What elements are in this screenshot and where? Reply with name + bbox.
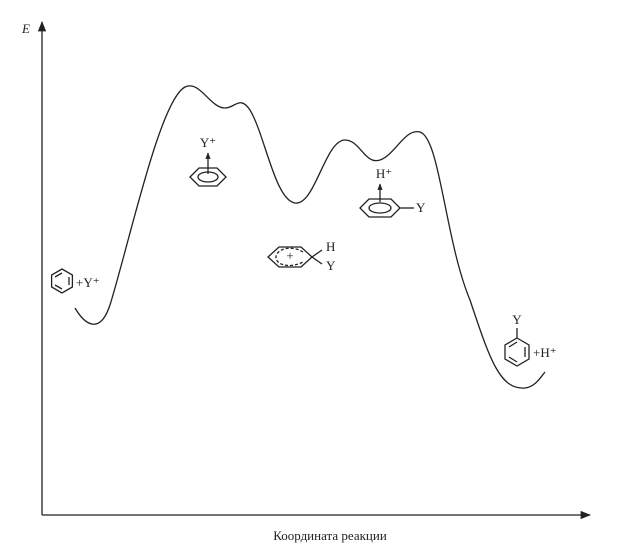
y-axis-label: E xyxy=(21,21,30,36)
pi-complex-2-h-label: H⁺ xyxy=(376,166,392,181)
benzene-reactant xyxy=(50,268,74,294)
svg-text:+: + xyxy=(286,248,293,263)
x-axis-label: Координата реакции xyxy=(273,528,387,543)
reactant-label: +Y⁺ xyxy=(76,275,100,290)
benzene-product xyxy=(504,328,530,367)
sigma-h-label: H xyxy=(326,239,335,254)
pi-complex-2 xyxy=(359,183,414,218)
product-label: +H⁺ xyxy=(533,345,557,360)
sigma-complex: + xyxy=(267,246,323,268)
pi-complex-2-y-label: Y xyxy=(416,200,426,215)
sigma-y-label: Y xyxy=(326,258,336,273)
pi-complex-1 xyxy=(189,152,227,187)
energy-curve xyxy=(74,85,546,389)
pi-complex-1-label: Y⁺ xyxy=(200,135,216,150)
product-y-label: Y xyxy=(512,312,522,327)
